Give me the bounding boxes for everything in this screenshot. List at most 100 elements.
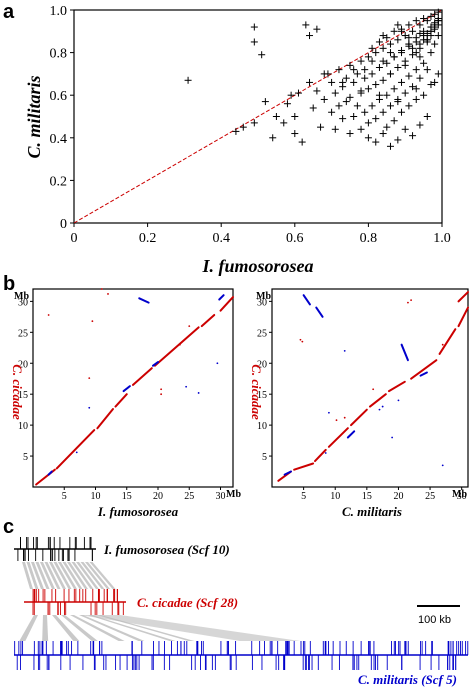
synteny-link bbox=[76, 562, 99, 589]
scatter-point bbox=[420, 36, 428, 44]
panel-b-left-y-tick-label: 30 bbox=[18, 297, 28, 308]
scatter-point bbox=[409, 83, 417, 91]
panel-a-x-tick-label: 0.8 bbox=[360, 231, 378, 246]
scatter-point bbox=[346, 93, 354, 101]
panel-b-right-alignment-dot bbox=[397, 399, 400, 402]
panel-b-left-alignment-segment bbox=[152, 361, 159, 367]
scatter-point bbox=[416, 74, 424, 82]
scatter-point bbox=[386, 70, 394, 78]
scatter-point bbox=[375, 64, 383, 72]
panel-b-left-alignment-dot bbox=[178, 343, 181, 346]
panel-a-x-tick-label: 1.0 bbox=[433, 231, 451, 246]
panel-c-synteny: I. fumosorosea (Scf 10) C. cicadae (Scf … bbox=[14, 537, 469, 687]
panel-b-right-x-tick-label: 5 bbox=[301, 491, 306, 502]
scatter-point bbox=[372, 115, 380, 123]
panel-b-right-x-tick-label: 15 bbox=[362, 491, 372, 502]
scatter-point bbox=[320, 95, 328, 103]
panel-b-left-x-tick-label: 10 bbox=[91, 491, 101, 502]
panel-b-left-alignment-segment bbox=[219, 296, 234, 312]
panel-b-left-data bbox=[35, 288, 234, 486]
scatter-point bbox=[294, 89, 302, 97]
panel-b-right-alignment-segment bbox=[369, 393, 387, 408]
panel-b-left-x-unit: Mb bbox=[226, 489, 241, 500]
panel-b-right-y-tick-label: 15 bbox=[257, 390, 267, 401]
synteny-link bbox=[53, 562, 72, 589]
scatter-point bbox=[427, 23, 435, 31]
scatter-point bbox=[368, 44, 376, 52]
scatter-point bbox=[372, 81, 380, 89]
scatter-point bbox=[357, 125, 365, 133]
panel-b-left-y-tick-label: 10 bbox=[18, 421, 28, 432]
panel-b-left-alignment-segment bbox=[153, 326, 200, 367]
panel-label-c: c bbox=[3, 516, 14, 538]
scatter-point bbox=[398, 27, 406, 35]
panel-a-x-tick-label: 0 bbox=[71, 231, 78, 246]
panel-b-right-alignment-segment bbox=[350, 408, 368, 427]
scatter-point bbox=[409, 44, 417, 52]
scatter-point bbox=[434, 15, 442, 23]
scatter-point bbox=[379, 130, 387, 138]
scatter-point bbox=[250, 38, 258, 46]
panel-b-right-x-tick-label: 20 bbox=[393, 491, 403, 502]
scatter-point bbox=[405, 72, 413, 80]
scatter-point bbox=[394, 64, 402, 72]
scatter-point bbox=[423, 17, 431, 25]
scatter-point bbox=[401, 125, 409, 133]
panel-a-scatter: 0 0.2 0.4 0.6 0.8 1.0 0 0.2 0.4 0.6 0.8 1.0 I. fum… bbox=[24, 4, 451, 276]
scatter-point bbox=[364, 53, 372, 61]
panel-a-x-tick-label: 0.2 bbox=[139, 231, 157, 246]
panel-b-right-x-tick-label: 30 bbox=[457, 491, 467, 502]
track-label-c-cicadae: C. cicadae (Scf 28) bbox=[137, 595, 238, 610]
track-i-fumosorosea bbox=[14, 537, 96, 561]
panel-a-y-tick-label: 0.8 bbox=[50, 47, 68, 62]
scatter-point bbox=[420, 27, 428, 35]
scatter-point bbox=[335, 66, 343, 74]
scatter-point bbox=[390, 53, 398, 61]
scatter-point bbox=[434, 32, 442, 40]
scatter-point bbox=[357, 87, 365, 95]
scatter-point bbox=[383, 34, 391, 42]
panel-b-right-alignment-segment bbox=[457, 291, 469, 303]
panel-b-right-alignment-dot bbox=[410, 299, 412, 302]
scatter-point bbox=[313, 87, 321, 95]
panel-label-a: a bbox=[3, 1, 15, 23]
panel-b-left-alignment-dot bbox=[75, 451, 78, 454]
synteny-link bbox=[79, 615, 145, 641]
scatter-point bbox=[401, 89, 409, 97]
scatter-point bbox=[409, 51, 417, 59]
scatter-point bbox=[416, 21, 424, 29]
scatter-point bbox=[346, 61, 354, 69]
scatter-point bbox=[353, 70, 361, 78]
panel-b-right-alignment-segment bbox=[327, 427, 349, 448]
panel-b-left-alignment-segment bbox=[200, 313, 216, 328]
panel-b-right-alignment-segment bbox=[283, 470, 292, 476]
scatter-point bbox=[383, 123, 391, 131]
scatter-point bbox=[390, 27, 398, 35]
scatter-point bbox=[386, 49, 394, 57]
panel-b-right-alignment-dot bbox=[372, 388, 375, 391]
panel-b-right-x-unit: Mb bbox=[452, 489, 467, 500]
scatter-point bbox=[401, 32, 409, 40]
scatter-point bbox=[431, 78, 439, 86]
panel-b-right-alignment-dot bbox=[301, 340, 304, 343]
scatter-point bbox=[401, 61, 409, 69]
synteny-link bbox=[71, 562, 94, 589]
scatter-point bbox=[405, 40, 413, 48]
synteny-links bbox=[19, 562, 300, 641]
scatter-point bbox=[379, 44, 387, 52]
panel-b-left-alignment-dot bbox=[100, 288, 103, 290]
scatter-point bbox=[375, 91, 383, 99]
scatter-point bbox=[361, 108, 369, 116]
scatter-point bbox=[357, 57, 365, 65]
panel-b-right-alignment-segment bbox=[438, 328, 457, 355]
panel-a-y-ticks: 0 0.2 0.4 0.6 0.8 1.0 bbox=[50, 4, 74, 232]
panel-b-right-alignment-segment bbox=[400, 343, 409, 362]
scatter-point bbox=[317, 123, 325, 131]
synteny-link bbox=[70, 615, 125, 641]
panel-b-left-alignment-dot bbox=[216, 362, 219, 365]
panel-b-left-alignment-dot bbox=[47, 314, 50, 316]
panel-a-x-label: I. fumosorosea bbox=[201, 256, 313, 276]
scatter-point bbox=[335, 102, 343, 110]
panel-b-right-alignment-segment bbox=[313, 448, 327, 463]
panel-a-diagonal-line bbox=[73, 9, 443, 224]
